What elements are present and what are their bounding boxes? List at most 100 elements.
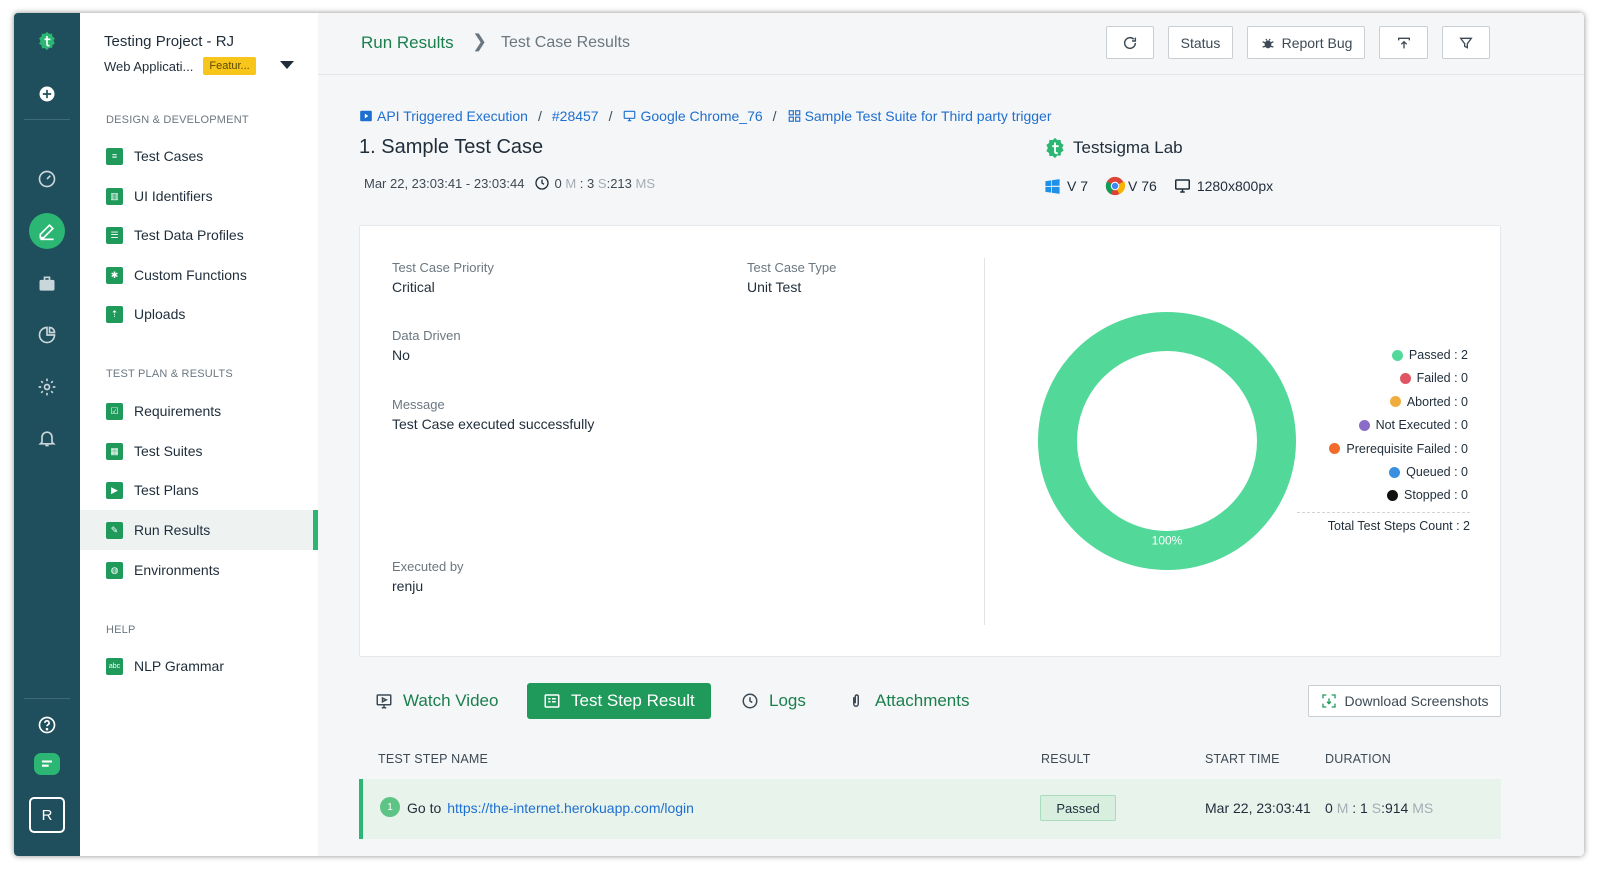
sidebar-item-requirements[interactable]: ☑ Requirements bbox=[80, 391, 318, 431]
sidebar-item-uploads[interactable]: ⇡ Uploads bbox=[80, 294, 318, 334]
sidebar-item-ui-identifiers[interactable]: ▥ UI Identifiers bbox=[80, 176, 318, 216]
monitor-icon bbox=[624, 110, 636, 122]
step-url-link[interactable]: https://the-internet.herokuapp.com/login bbox=[447, 800, 694, 816]
filter-button[interactable] bbox=[1442, 26, 1490, 59]
legend-label: Failed : 0 bbox=[1416, 371, 1468, 386]
execution-link[interactable]: API Triggered Execution bbox=[377, 108, 528, 124]
sidebar-item-label: Test Suites bbox=[134, 443, 203, 459]
type-value: Unit Test bbox=[747, 279, 802, 295]
chevron-right-icon: ❯ bbox=[472, 31, 488, 51]
top-bar: Run Results ❯ Test Case Results Status R… bbox=[318, 13, 1584, 75]
tab-label: Attachments bbox=[875, 691, 970, 710]
test-cases-icon: ≡ bbox=[106, 147, 123, 165]
sidebar-item-nlp-grammar[interactable]: abc NLP Grammar bbox=[80, 646, 318, 686]
legend-dot bbox=[1389, 466, 1401, 478]
sidebar-item-environments[interactable]: ◍ Environments bbox=[80, 550, 318, 590]
testsigma-gear-icon bbox=[1046, 137, 1064, 159]
settings-gear-icon[interactable] bbox=[14, 367, 80, 407]
sidebar-item-test-data-profiles[interactable]: ☰ Test Data Profiles bbox=[80, 215, 318, 255]
time-range: Mar 22, 23:03:41 - 23:03:44 bbox=[364, 175, 525, 191]
column-header-start-time: START TIME bbox=[1205, 752, 1280, 766]
app-version-badge: Featur... bbox=[203, 57, 256, 75]
refresh-button[interactable] bbox=[1106, 26, 1154, 59]
step-duration-ms: 914 bbox=[1384, 800, 1409, 816]
tab-test-step-result[interactable]: Test Step Result bbox=[527, 683, 711, 719]
tab-logs[interactable]: Logs bbox=[741, 683, 806, 719]
requirements-icon: ☑ bbox=[106, 402, 123, 420]
legend-item-aborted: Aborted : 0 bbox=[1389, 395, 1468, 409]
step-result-icon bbox=[544, 694, 560, 708]
sidebar-item-label: UI Identifiers bbox=[134, 188, 213, 204]
divider bbox=[984, 258, 985, 625]
user-avatar[interactable]: R bbox=[14, 793, 80, 837]
sidebar-item-test-suites[interactable]: ▦ Test Suites bbox=[80, 431, 318, 471]
suite-link[interactable]: Sample Test Suite for Third party trigge… bbox=[804, 108, 1052, 124]
test-plans-icon: ▶ bbox=[106, 481, 123, 499]
test-suite-icon bbox=[788, 110, 800, 122]
duration-seconds: 3 bbox=[587, 175, 595, 191]
run-id-link[interactable]: #28457 bbox=[551, 108, 599, 124]
nlp-grammar-icon: abc bbox=[106, 657, 123, 675]
donut-percent-label: 100% bbox=[1152, 534, 1183, 548]
legend-item-queued: Queued : 0 bbox=[1389, 465, 1468, 479]
edit-icon[interactable] bbox=[14, 211, 80, 251]
avatar-initial: R bbox=[29, 797, 65, 833]
sidebar-item-label: Requirements bbox=[134, 403, 222, 419]
help-icon[interactable] bbox=[14, 705, 80, 745]
status-button[interactable]: Status bbox=[1168, 26, 1233, 59]
icon-rail: R bbox=[14, 13, 80, 856]
table-row[interactable]: 1 Go to https://the-internet.herokuapp.co… bbox=[359, 779, 1501, 839]
execution-play-icon bbox=[360, 110, 372, 122]
step-duration: 0 M : 1 S:914 MS bbox=[1325, 800, 1433, 816]
share-button[interactable] bbox=[1379, 26, 1428, 59]
clock-icon bbox=[742, 693, 758, 709]
donut-slice-passed[interactable] bbox=[1038, 312, 1296, 570]
legend-item-stopped: Stopped : 0 bbox=[1387, 488, 1468, 502]
duration-ms-unit: MS bbox=[635, 175, 656, 191]
tab-watch-video[interactable]: Watch Video bbox=[375, 683, 498, 719]
run-path-breadcrumb: API Triggered Execution / #28457 / Googl… bbox=[359, 108, 1052, 124]
test-case-details-card: Test Case Priority Critical Test Case Ty… bbox=[359, 225, 1501, 657]
step-duration-s-unit: S bbox=[1371, 800, 1382, 816]
chevron-down-icon[interactable] bbox=[280, 61, 294, 69]
bug-icon bbox=[1261, 38, 1274, 48]
app-selector[interactable]: Web Applicati... Featur... bbox=[104, 57, 256, 75]
sidebar-item-label: Run Results bbox=[134, 522, 211, 538]
priority-value: Critical bbox=[392, 279, 435, 295]
notifications-bell-icon[interactable] bbox=[14, 418, 80, 458]
breadcrumb-current: Test Case Results bbox=[501, 34, 630, 51]
environments-globe-icon: ◍ bbox=[106, 561, 123, 579]
step-duration-minutes: 0 bbox=[1325, 800, 1333, 816]
legend-item-passed: Passed : 2 bbox=[1391, 348, 1468, 362]
sidebar-item-test-cases[interactable]: ≡ Test Cases bbox=[80, 136, 318, 176]
breadcrumb-run-results[interactable]: Run Results bbox=[361, 33, 454, 52]
step-duration-m-unit: M bbox=[1336, 800, 1349, 816]
briefcase-icon[interactable] bbox=[14, 264, 80, 304]
add-icon[interactable] bbox=[14, 74, 80, 114]
tab-attachments[interactable]: Attachments bbox=[847, 683, 970, 719]
tab-label: Watch Video bbox=[403, 691, 499, 710]
total-steps-count: Total Test Steps Count : 2 bbox=[1297, 512, 1470, 533]
step-number: 1 bbox=[380, 797, 400, 817]
download-screenshots-button[interactable]: Download Screenshots bbox=[1308, 685, 1501, 717]
sidebar-item-label: Environments bbox=[134, 562, 220, 578]
chat-icon[interactable] bbox=[14, 744, 80, 784]
dashboard-icon[interactable] bbox=[14, 159, 80, 199]
report-bug-button[interactable]: Report Bug bbox=[1247, 26, 1365, 59]
sidebar-item-test-plans[interactable]: ▶ Test Plans bbox=[80, 470, 318, 510]
column-header-result: RESULT bbox=[1041, 752, 1091, 766]
tab-label: Test Step Result bbox=[571, 691, 695, 710]
sidebar: Testing Project - RJ Web Applicati... Fe… bbox=[80, 13, 318, 856]
sidebar-item-label: Custom Functions bbox=[134, 267, 247, 283]
project-name[interactable]: Testing Project - RJ bbox=[104, 33, 235, 50]
share-icon bbox=[1397, 37, 1410, 48]
reports-pie-icon[interactable] bbox=[14, 315, 80, 355]
section-help: HELP bbox=[106, 624, 136, 636]
type-label: Test Case Type bbox=[747, 260, 837, 275]
step-duration-sep: : bbox=[1352, 800, 1357, 816]
browser-link[interactable]: Google Chrome_76 bbox=[640, 108, 763, 124]
sidebar-item-run-results[interactable]: ✎ Run Results bbox=[80, 510, 318, 550]
testsigma-logo-icon[interactable] bbox=[14, 21, 80, 61]
app-name: Web Applicati... bbox=[104, 58, 194, 74]
sidebar-item-custom-functions[interactable]: ✱ Custom Functions bbox=[80, 255, 318, 295]
